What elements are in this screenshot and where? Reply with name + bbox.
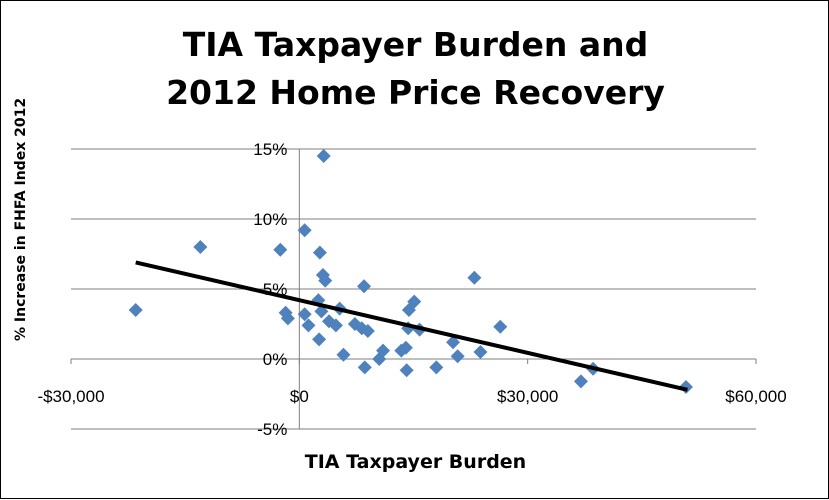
y-tick-label: 10% bbox=[253, 210, 287, 229]
data-point bbox=[573, 374, 588, 389]
y-tick-label: 15% bbox=[253, 140, 287, 159]
data-point bbox=[376, 343, 391, 358]
data-point bbox=[316, 149, 331, 163]
y-tick-label: 0% bbox=[263, 350, 288, 369]
data-point bbox=[493, 319, 508, 334]
data-point bbox=[399, 363, 414, 378]
x-tick-label: $0 bbox=[290, 387, 309, 406]
data-point bbox=[273, 242, 288, 257]
data-point bbox=[301, 318, 316, 333]
x-axis-label: TIA Taxpayer Burden bbox=[304, 451, 527, 473]
data-point bbox=[429, 360, 444, 375]
data-point bbox=[297, 223, 312, 238]
data-point bbox=[280, 311, 295, 326]
x-tick-label: -$30,000 bbox=[37, 387, 104, 406]
data-point bbox=[450, 349, 465, 364]
data-point bbox=[357, 360, 372, 375]
data-point bbox=[297, 307, 312, 322]
data-point bbox=[407, 294, 422, 309]
data-point bbox=[467, 270, 482, 285]
data-point bbox=[312, 332, 327, 347]
y-tick-label: -5% bbox=[257, 420, 287, 439]
data-point bbox=[473, 345, 488, 359]
data-point bbox=[357, 279, 372, 294]
chart-title-line-1: TIA Taxpayer Burden and bbox=[182, 25, 649, 64]
trendline bbox=[135, 260, 688, 392]
data-point bbox=[446, 335, 461, 350]
x-tick-label: $60,000 bbox=[725, 387, 786, 406]
data-point bbox=[193, 240, 208, 254]
data-point bbox=[312, 245, 327, 260]
x-tick-label: $30,000 bbox=[497, 387, 558, 406]
data-point bbox=[336, 347, 351, 362]
data-point bbox=[398, 340, 413, 355]
chart-title: TIA Taxpayer Burden and 2012 Home Price … bbox=[1, 21, 829, 117]
chart-title-line-2: 2012 Home Price Recovery bbox=[166, 73, 665, 112]
data-point bbox=[360, 324, 375, 338]
data-point bbox=[328, 318, 343, 333]
data-point bbox=[318, 273, 333, 288]
data-point bbox=[128, 303, 143, 317]
